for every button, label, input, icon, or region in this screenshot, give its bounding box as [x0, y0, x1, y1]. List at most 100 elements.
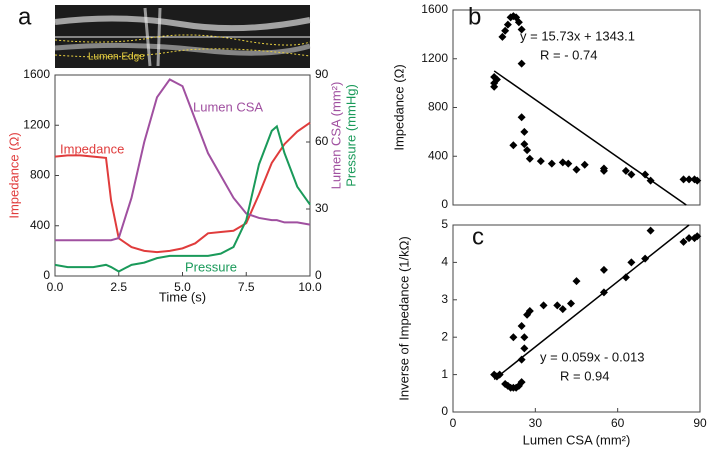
point [498, 32, 507, 41]
y-tick-label: 2 [441, 329, 448, 343]
x-tick-label: 2.5 [110, 280, 127, 294]
point [679, 175, 688, 184]
y-tick-label: 0 [43, 268, 50, 282]
point [517, 113, 526, 122]
y-axis-label: Impedance (Ω) [391, 64, 406, 150]
y-tick-label: 3 [441, 292, 448, 306]
y-tick-label: 5 [441, 217, 448, 231]
point [525, 307, 534, 316]
y-tick-label: 1 [441, 367, 448, 381]
point [547, 159, 556, 168]
fit-line [493, 224, 690, 381]
y2-axis-label: Pressure (mmHg) [343, 84, 358, 187]
equation: R = 0.94 [560, 368, 610, 383]
point [599, 164, 608, 173]
y-axis-label: Impedance (Ω) [6, 132, 21, 218]
point [564, 159, 573, 168]
point [517, 59, 526, 68]
y-tick-label: 400 [30, 218, 50, 232]
y2-axis-label: Lumen CSA (mm²) [328, 82, 343, 190]
panel-letter: c [472, 223, 484, 250]
plot-frame [54, 74, 311, 277]
point [572, 277, 581, 286]
y-tick-label: 400 [428, 148, 448, 162]
y2-tick-label: 60 [315, 134, 329, 148]
x-axis-label: Time (s) [159, 289, 206, 304]
point [501, 26, 510, 35]
point [646, 226, 655, 235]
x-axis-label: Lumen CSA (mm²) [523, 432, 631, 447]
ultrasound-image: Lumen Edge [54, 5, 311, 68]
y-tick-label: 0 [441, 404, 448, 418]
x-tick-label: 7.5 [238, 280, 255, 294]
point [520, 344, 529, 353]
point [492, 75, 501, 84]
series-label: Pressure [185, 259, 237, 274]
x-tick-label: 10.0 [298, 280, 322, 294]
point [553, 301, 562, 310]
x-tick-label: 30 [529, 416, 543, 430]
point [627, 258, 636, 267]
panel-letter: b [468, 3, 481, 30]
image-label: Lumen Edge [88, 52, 145, 63]
point [685, 175, 694, 184]
equation: R = - 0.74 [540, 47, 597, 62]
y-tick-label: 0 [441, 197, 448, 211]
series-label: Impedance [60, 141, 124, 156]
panel-letter: a [18, 3, 32, 30]
point [693, 232, 702, 241]
point [536, 157, 545, 166]
x-tick-label: 0 [450, 416, 457, 430]
point [567, 299, 576, 308]
y2-tick-label: 30 [315, 201, 329, 215]
point [679, 237, 688, 246]
y-tick-label: 1200 [23, 117, 50, 131]
x-tick-label: 90 [693, 416, 707, 430]
y-tick-label: 1600 [421, 2, 448, 16]
y2-tick-label: 0 [315, 268, 322, 282]
y-tick-label: 800 [428, 100, 448, 114]
data-line [54, 121, 311, 254]
point [520, 127, 529, 136]
y-tick-label: 1200 [421, 51, 448, 65]
point [685, 234, 694, 243]
point [599, 265, 608, 274]
point [509, 141, 518, 150]
equation: y = 15.73x + 1343.1 [520, 28, 635, 43]
x-tick-label: 0.0 [47, 280, 64, 294]
point [520, 333, 529, 342]
point [523, 146, 532, 155]
point [517, 378, 526, 387]
point [525, 154, 534, 163]
point [641, 170, 650, 179]
point [503, 20, 512, 29]
point [514, 18, 523, 27]
y-tick-label: 800 [30, 168, 50, 182]
point [509, 333, 518, 342]
point [517, 321, 526, 330]
point [520, 140, 529, 149]
point [627, 170, 636, 179]
y-tick-label: 4 [441, 255, 448, 269]
point [517, 25, 526, 34]
point [539, 301, 548, 310]
x-tick-label: 5.0 [174, 280, 191, 294]
plot-frame [452, 224, 701, 413]
series-label: Lumen CSA [193, 99, 263, 114]
data-line [55, 78, 311, 242]
point [580, 160, 589, 169]
fit-line [493, 70, 687, 206]
point [621, 166, 630, 175]
y2-tick-label: 90 [315, 67, 329, 81]
point [517, 355, 526, 364]
equation: y = 0.059x - 0.013 [540, 349, 644, 364]
point [558, 158, 567, 167]
point [621, 273, 630, 282]
point [693, 176, 702, 185]
point [572, 165, 581, 174]
point [558, 305, 567, 314]
y-tick-label: 1600 [23, 67, 50, 81]
x-tick-label: 60 [611, 416, 625, 430]
